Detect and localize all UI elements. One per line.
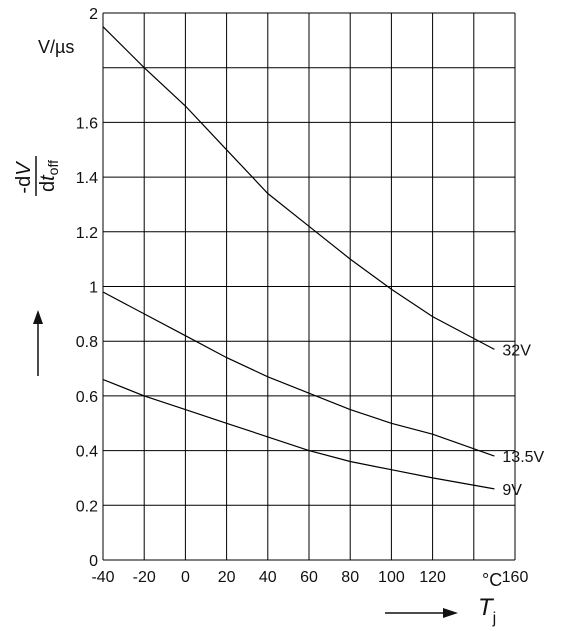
x-tick-label: 80	[341, 569, 359, 586]
series-line	[102, 26, 495, 350]
y-label-den-var: t	[37, 174, 59, 181]
y-tick-label: 0.2	[76, 498, 98, 515]
y-tick-label: 0	[89, 553, 98, 570]
y-label-den-sub: off	[45, 160, 61, 175]
y-unit: V/µs	[38, 37, 74, 57]
tick-labels: 0 0.2 0.4 0.6 0.8 1 1.2 1.4 1.6 2 -40 -20 0 20 40 60 80 1…	[76, 6, 529, 586]
y-tick-label: 1.6	[76, 115, 98, 132]
y-label-num-var: V	[13, 161, 35, 176]
y-label-num-prefix: -d	[13, 176, 35, 194]
svg-text:dtoff: dtoff	[37, 160, 61, 192]
x-tick-label: 0	[181, 569, 190, 586]
svg-text:-dV: -dV	[13, 161, 35, 194]
x-tick-label: 20	[218, 569, 236, 586]
series-label: 9V	[502, 482, 522, 499]
y-label-den-prefix: d	[37, 181, 59, 192]
x-tick-label: 120	[419, 569, 446, 586]
y-axis-arrow	[33, 310, 43, 376]
x-tick-label: 40	[259, 569, 277, 586]
x-axis-arrow	[385, 608, 458, 618]
x-tick-label: 60	[300, 569, 318, 586]
x-tick-label: 160	[502, 569, 529, 586]
y-axis-label: -dV dtoff	[13, 156, 61, 196]
x-tick-label: -40	[91, 569, 114, 586]
y-tick-label: 0.6	[76, 389, 98, 406]
x-axis-label: Tj	[478, 594, 496, 627]
grid	[102, 12, 516, 561]
x-tick-label: 100	[378, 569, 405, 586]
series-labels: 32V 13.5V 9V	[502, 342, 544, 498]
y-tick-label: 0.4	[76, 444, 98, 461]
x-tick-label: -20	[133, 569, 156, 586]
y-tick-label: 1.2	[76, 225, 98, 242]
curves	[102, 26, 495, 490]
series-line	[102, 291, 495, 457]
y-tick-label: 1	[89, 280, 98, 297]
y-tick-label: 0.8	[76, 334, 98, 351]
series-label: 13.5V	[502, 449, 544, 466]
y-tick-label: 1.4	[76, 170, 98, 187]
y-tick-label: 2	[89, 6, 98, 23]
series-label: 32V	[502, 342, 531, 359]
x-unit: °C	[482, 570, 502, 590]
series-line	[102, 378, 495, 490]
